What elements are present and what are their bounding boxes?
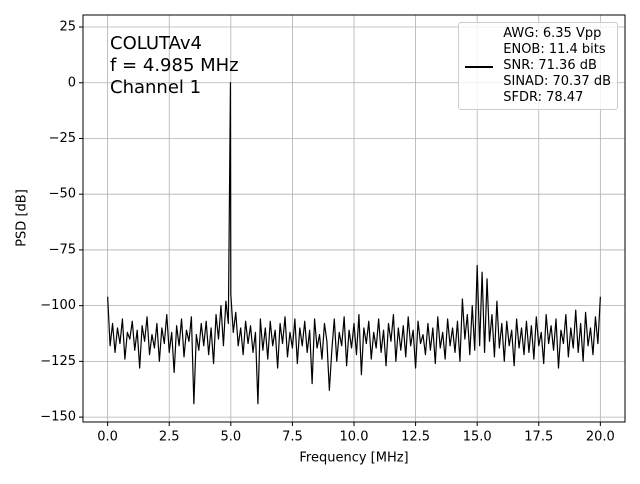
y-tick-label: −50	[49, 187, 76, 202]
x-tick-label: 10.0	[340, 430, 369, 445]
legend-swatch	[465, 66, 494, 68]
annotation-line: COLUTAv4	[110, 33, 203, 54]
y-tick-label: −75	[49, 242, 76, 257]
legend-label: AWG: 6.35 Vpp ENOB: 11.4 bits SNR: 71.36…	[503, 26, 611, 105]
y-tick-label: −100	[40, 298, 76, 313]
annotation-line: Channel 1	[110, 77, 202, 98]
x-tick-label: 17.5	[524, 430, 553, 445]
y-tick-label: 25	[59, 20, 76, 35]
y-axis-label: PSD [dB]	[15, 189, 30, 247]
x-axis-label: Frequency [MHz]	[299, 451, 408, 466]
plot	[107, 82, 601, 405]
y-tick-label: −25	[49, 131, 76, 146]
x-tick-label: 7.5	[282, 430, 303, 445]
annotation: COLUTAv4 f = 4.985 MHz Channel 1	[110, 33, 239, 99]
y-tick-label: −125	[40, 354, 76, 369]
y-tick-label: −150	[40, 410, 76, 425]
x-tick-label: 12.5	[401, 430, 430, 445]
series-line	[107, 82, 601, 405]
x-tick-label: 5.0	[220, 430, 241, 445]
legend: AWG: 6.35 Vpp ENOB: 11.4 bits SNR: 71.36…	[458, 22, 618, 110]
x-tick-label: 2.5	[159, 430, 180, 445]
grid	[83, 15, 625, 422]
y-tick-label: 0	[68, 75, 76, 90]
x-tick-label: 0.0	[97, 430, 118, 445]
annotation-line: f = 4.985 MHz	[110, 55, 239, 76]
x-tick-label: 20.0	[586, 430, 615, 445]
x-tick-label: 15.0	[463, 430, 492, 445]
